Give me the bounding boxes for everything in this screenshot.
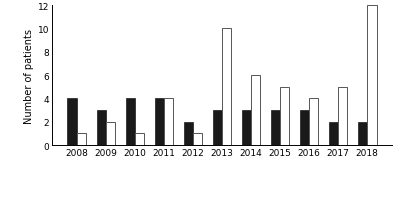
Bar — [280, 87, 289, 145]
Bar — [213, 111, 222, 145]
Bar — [329, 122, 338, 145]
Bar — [77, 134, 86, 145]
Bar — [135, 134, 144, 145]
Bar — [309, 99, 318, 145]
Bar — [251, 76, 260, 145]
Bar — [222, 29, 231, 145]
Bar — [106, 122, 115, 145]
Bar — [184, 122, 193, 145]
Bar — [271, 111, 280, 145]
Bar — [367, 6, 376, 145]
Bar — [164, 99, 173, 145]
Bar — [155, 99, 164, 145]
Bar — [300, 111, 309, 145]
Bar — [96, 111, 106, 145]
Y-axis label: Number of patients: Number of patients — [24, 28, 34, 123]
Bar — [193, 134, 202, 145]
Bar — [338, 87, 348, 145]
Bar — [126, 99, 135, 145]
Bar — [358, 122, 367, 145]
Bar — [242, 111, 251, 145]
Bar — [68, 99, 77, 145]
